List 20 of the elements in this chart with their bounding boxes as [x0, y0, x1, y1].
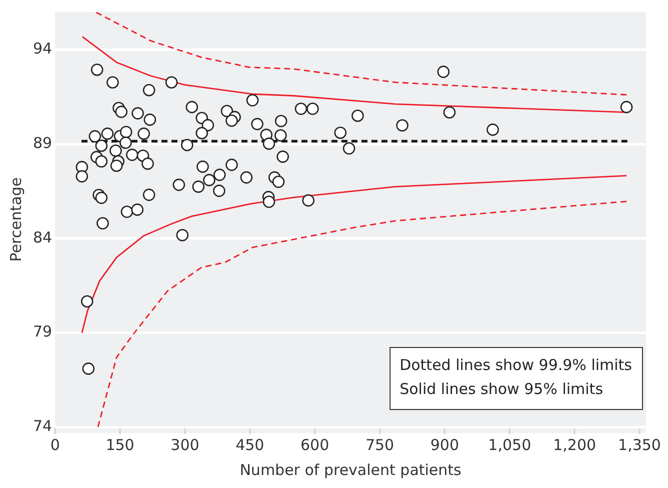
x-tick-label: 300: [170, 436, 200, 454]
x-tick-label: 1,050: [488, 436, 532, 454]
x-tick-label: 0: [50, 436, 60, 454]
annotation: Solid lines show 95% limits: [400, 380, 604, 398]
y-tick-label: 89: [32, 134, 52, 152]
x-axis-title: Number of prevalent patients: [240, 460, 462, 479]
y-tick-label: 84: [32, 228, 52, 246]
y-tick-label: 94: [32, 40, 52, 58]
y-axis-title: Percentage: [6, 177, 25, 262]
y-tick-label: 74: [32, 416, 52, 435]
line-series: [96, 12, 628, 96]
x-tick-label: 600: [300, 436, 330, 454]
x-tick-label: 900: [430, 436, 460, 454]
x-tick-label: 1,200: [553, 436, 596, 454]
x-tick-label: 450: [236, 436, 264, 454]
annotation: Dotted lines show 99.9% limits: [400, 356, 632, 374]
x-tick-label: 150: [106, 436, 134, 454]
x-tick-label: 750: [365, 436, 394, 454]
y-tick-label: 79: [32, 322, 52, 341]
x-tick-label: 1,350: [618, 436, 661, 454]
